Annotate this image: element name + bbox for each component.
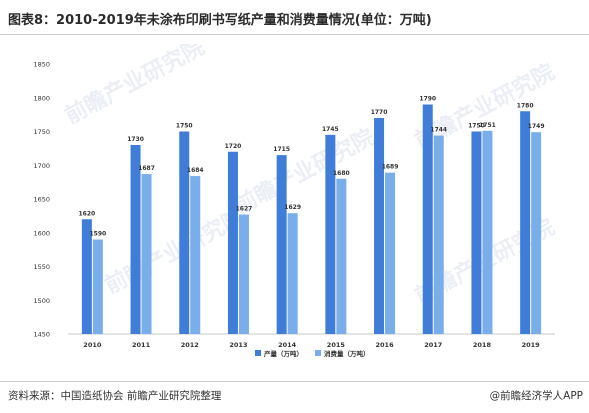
x-tick-label: 2010	[83, 341, 102, 349]
consumption-bar	[141, 174, 152, 334]
consumption-bar	[482, 130, 493, 334]
x-tick-label: 2019	[522, 341, 541, 349]
x-tick-label: 2015	[327, 341, 346, 349]
consumption-bar	[531, 132, 542, 334]
production-value-label: 1750	[468, 123, 485, 130]
production-bar	[227, 151, 238, 334]
legend: 产量（万吨） 消费量（万吨）	[255, 349, 370, 358]
production-value-label: 1720	[225, 143, 242, 150]
consumption-value-label: 1751	[479, 122, 496, 129]
x-tick-label: 2016	[376, 341, 395, 349]
production-value-label: 1770	[371, 109, 388, 116]
consumption-bar	[238, 214, 249, 334]
legend-label: 产量（万吨）	[264, 349, 303, 358]
y-tick-label: 1600	[33, 229, 50, 237]
consumption-value-label: 1590	[89, 231, 106, 238]
consumption-value-label: 1749	[528, 123, 545, 130]
production-bar	[471, 131, 482, 334]
production-bar	[179, 131, 190, 334]
watermark-text: 前瞻产业研究院	[231, 124, 379, 219]
legend-swatch	[255, 350, 261, 356]
consumption-value-label: 1629	[284, 204, 301, 211]
bar-series	[81, 104, 542, 334]
production-value-label: 1620	[78, 210, 95, 217]
production-value-label: 1780	[517, 102, 534, 109]
x-tick-label: 2011	[132, 341, 151, 349]
consumption-value-label: 1680	[333, 170, 350, 177]
y-tick-label: 1850	[33, 61, 50, 69]
production-bar	[81, 219, 92, 334]
legend-label: 消费量（万吨）	[324, 349, 370, 358]
watermark-text: 前瞻产业研究院	[101, 204, 249, 299]
consumption-bar	[385, 172, 396, 334]
x-tick-label: 2014	[278, 341, 297, 349]
y-tick-label: 1800	[33, 94, 50, 102]
y-tick-label: 1500	[33, 297, 50, 305]
watermark-text: 前瞻产业研究院	[61, 44, 209, 129]
consumption-bar	[336, 178, 347, 334]
production-bar	[520, 111, 531, 334]
production-value-label: 1790	[419, 96, 436, 103]
x-tick-label: 2017	[424, 341, 442, 349]
legend-swatch	[315, 350, 321, 356]
title-divider	[0, 34, 589, 35]
y-tick-label: 1450	[33, 331, 50, 339]
x-tick-label: 2012	[181, 341, 199, 349]
y-tick-label: 1550	[33, 263, 50, 271]
footer-divider	[0, 381, 589, 382]
consumption-value-label: 1684	[187, 167, 204, 174]
y-tick-label: 1650	[33, 196, 50, 204]
data-labels: 1620 1590 1730 1687 1750 1684 1720 1627 1715 1629…	[78, 96, 544, 238]
consumption-bar	[433, 135, 444, 334]
brand-credit: @前瞻经济学人APP	[489, 390, 583, 402]
y-tick-label: 1750	[33, 128, 50, 136]
consumption-value-label: 1627	[236, 206, 253, 213]
source-note: 资料来源：中国造纸协会 前瞻产业研究院整理	[8, 390, 222, 402]
y-axis: 1450 1500 1550 1600 1650 1700 1750 1800 1850	[33, 61, 50, 339]
x-tick-label: 2013	[229, 341, 247, 349]
x-tick-label: 2018	[473, 341, 492, 349]
consumption-bar	[92, 239, 103, 334]
production-value-label: 1730	[127, 136, 144, 143]
x-axis: 2010 2011 2012 2013 2014 2015 2016 2017 2018 2019	[68, 333, 555, 349]
y-tick-label: 1700	[33, 162, 50, 170]
consumption-value-label: 1689	[382, 164, 399, 171]
production-value-label: 1715	[273, 146, 290, 153]
consumption-bar	[287, 213, 298, 334]
bar-chart: 前瞻产业研究院前瞻产业研究院前瞻产业研究院前瞻产业研究院前瞻产业研究院 1450…	[33, 44, 558, 358]
chart-title: 图表8：2010-2019年未涂布印刷书写纸产量和消费量情况(单位：万吨)	[8, 13, 432, 28]
production-value-label: 1750	[176, 123, 193, 130]
consumption-bar	[190, 176, 201, 334]
production-bar	[374, 118, 385, 334]
production-bar	[130, 145, 141, 334]
consumption-value-label: 1744	[430, 127, 447, 134]
production-value-label: 1745	[322, 126, 339, 133]
production-bar	[422, 104, 433, 334]
consumption-value-label: 1687	[138, 165, 155, 172]
production-bar	[325, 134, 336, 334]
production-bar	[276, 155, 287, 334]
